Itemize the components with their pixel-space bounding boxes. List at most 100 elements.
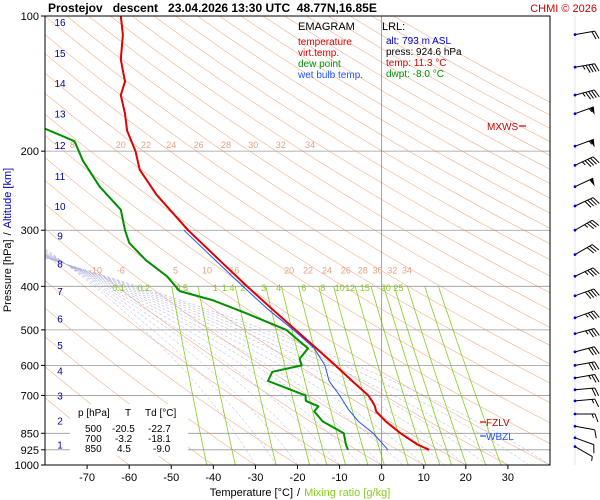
wind-barb-staff bbox=[574, 437, 594, 446]
wind-barb bbox=[573, 436, 595, 454]
y-axis-title-press: Pressure [hPa] bbox=[2, 239, 14, 312]
wind-barb-full bbox=[588, 347, 594, 356]
copyright-label: CHMI © 2026 bbox=[530, 3, 597, 15]
wind-barb-dot bbox=[573, 163, 577, 167]
wind-barb-dot bbox=[573, 388, 577, 392]
altitude-tick-label: 2 bbox=[57, 416, 63, 427]
wind-barb-full bbox=[591, 63, 597, 72]
table-row-2-t: 4.5 bbox=[117, 444, 131, 455]
adiabat-label: 28 bbox=[221, 140, 231, 150]
table-row-2-td: -9.0 bbox=[153, 444, 171, 455]
wind-barb-staff bbox=[574, 219, 593, 231]
wind-barb-full bbox=[588, 362, 594, 371]
wind-barb-staff bbox=[574, 156, 594, 166]
wind-barb-half bbox=[582, 92, 586, 97]
wind-barb-full bbox=[589, 245, 597, 252]
wind-barb bbox=[573, 89, 600, 100]
chart-header-title: Prostejov descent 23.04.2026 13:30 UTC 4… bbox=[48, 1, 377, 15]
wind-barb-staff bbox=[574, 425, 595, 431]
altitude-tick-label: 9 bbox=[57, 231, 63, 242]
wind-barb-full bbox=[589, 221, 597, 228]
wind-barb bbox=[573, 138, 595, 148]
moist-adiabat bbox=[45, 257, 530, 465]
wind-barb-full bbox=[594, 387, 600, 396]
moist-adiabat bbox=[45, 252, 340, 465]
wind-barb-full bbox=[590, 311, 597, 319]
dry-adiabat bbox=[88, 16, 550, 311]
legend-title: EMAGRAM bbox=[298, 21, 355, 33]
wind-barb-dot bbox=[573, 376, 577, 380]
wind-barb-half bbox=[588, 375, 592, 380]
wind-barb-dot bbox=[573, 253, 577, 257]
y-axis-title: Pressure [hPa] / Altitude [km] bbox=[2, 168, 14, 312]
wind-barb bbox=[573, 328, 600, 338]
dry-adiabat bbox=[219, 16, 550, 214]
moist-adiabat bbox=[45, 253, 361, 465]
mixing-ratio-label: 12 bbox=[345, 283, 355, 293]
adiabat-label: 28 bbox=[358, 265, 368, 275]
x-tick-label: 10 bbox=[418, 472, 430, 484]
altitude-tick-label: 8 bbox=[57, 260, 63, 271]
table-row-0-p: 500 bbox=[85, 424, 102, 435]
adiabat-label: 16 bbox=[229, 265, 239, 275]
wind-barb-full bbox=[591, 90, 597, 98]
adiabat-label: 20 bbox=[116, 140, 126, 150]
wind-barb-dot bbox=[573, 228, 577, 232]
wind-barb bbox=[573, 346, 600, 356]
wind-barb-full bbox=[593, 346, 600, 354]
wind-barb-full bbox=[587, 312, 595, 320]
moist-adiabat bbox=[45, 256, 466, 465]
x-tick-label: -30 bbox=[247, 472, 263, 484]
pressure-tick-label: 300 bbox=[21, 225, 39, 237]
wind-barb-full bbox=[593, 288, 600, 296]
wind-barb-dot bbox=[573, 412, 577, 416]
wind-barb-half bbox=[591, 413, 594, 419]
wind-barb-full bbox=[594, 63, 600, 72]
x-axis-title-mix: Mixing ratio [g/kg] bbox=[304, 487, 390, 499]
mixing-ratio-label: 25 bbox=[393, 283, 403, 293]
altitude-tick-label: 13 bbox=[54, 110, 66, 121]
pressure-tick-label: 400 bbox=[21, 281, 39, 293]
sounding-series bbox=[45, 16, 430, 451]
wind-barb-dot bbox=[573, 399, 577, 403]
wbzl-marker-label: WBZL bbox=[486, 432, 514, 443]
wind-barb-dot bbox=[573, 274, 577, 278]
pressure-tick-label: 700 bbox=[21, 390, 39, 402]
pressure-tick-label: 100 bbox=[21, 11, 39, 23]
wind-barb-full bbox=[587, 159, 595, 166]
table-row-1-td: -18.1 bbox=[148, 434, 171, 445]
adiabat-label: 20 bbox=[284, 265, 294, 275]
wind-barb bbox=[573, 361, 600, 371]
mixing-ratio-label: 10 bbox=[335, 283, 345, 293]
adiabat-label: 32 bbox=[276, 140, 286, 150]
wind-barb-full bbox=[594, 398, 600, 408]
altitude-tick-label: 7 bbox=[57, 287, 63, 298]
altitude-tick-label: 4 bbox=[57, 367, 63, 378]
wind-barb bbox=[573, 197, 600, 208]
wind-barb-full bbox=[590, 289, 597, 297]
wind-barb-full bbox=[586, 222, 595, 230]
dry-adiabat bbox=[45, 53, 550, 384]
wind-barb-full bbox=[590, 268, 597, 276]
wind-barb-dot bbox=[573, 350, 577, 354]
wind-barb-dot bbox=[573, 65, 577, 69]
table-header-p: p [hPa] bbox=[78, 408, 110, 419]
wind-barb-staff bbox=[574, 288, 594, 297]
wind-barb-pennant bbox=[590, 106, 595, 116]
wind-barb-full bbox=[591, 329, 597, 337]
lrl-title: LRL: bbox=[382, 21, 405, 33]
wind-barb-half bbox=[584, 313, 589, 318]
wind-barb-half bbox=[582, 65, 586, 70]
summary-table: p [hPa] T Td [°C] 500 -20.5 -22.7 700 -3… bbox=[70, 404, 188, 456]
moist-adiabat bbox=[45, 255, 424, 465]
wind-barb-staff bbox=[574, 346, 595, 353]
lrl-box: LRL: alt: 793 m ASL press: 924.6 hPa tem… bbox=[382, 21, 462, 80]
adiabat-label: 30 bbox=[372, 265, 382, 275]
dry-adiabat bbox=[175, 16, 550, 245]
table-header-t: T bbox=[125, 408, 131, 419]
isoline-labels: 0.1 0.2 0.5 1 1.4 2 3 4 6 8 10 12 15 20 258 20 22 24 26 28 3… bbox=[70, 140, 412, 293]
dry-adiabat bbox=[66, 16, 550, 328]
dry-adiabat bbox=[197, 16, 550, 229]
wind-barb-dot bbox=[573, 436, 577, 440]
wind-barb bbox=[573, 219, 600, 232]
